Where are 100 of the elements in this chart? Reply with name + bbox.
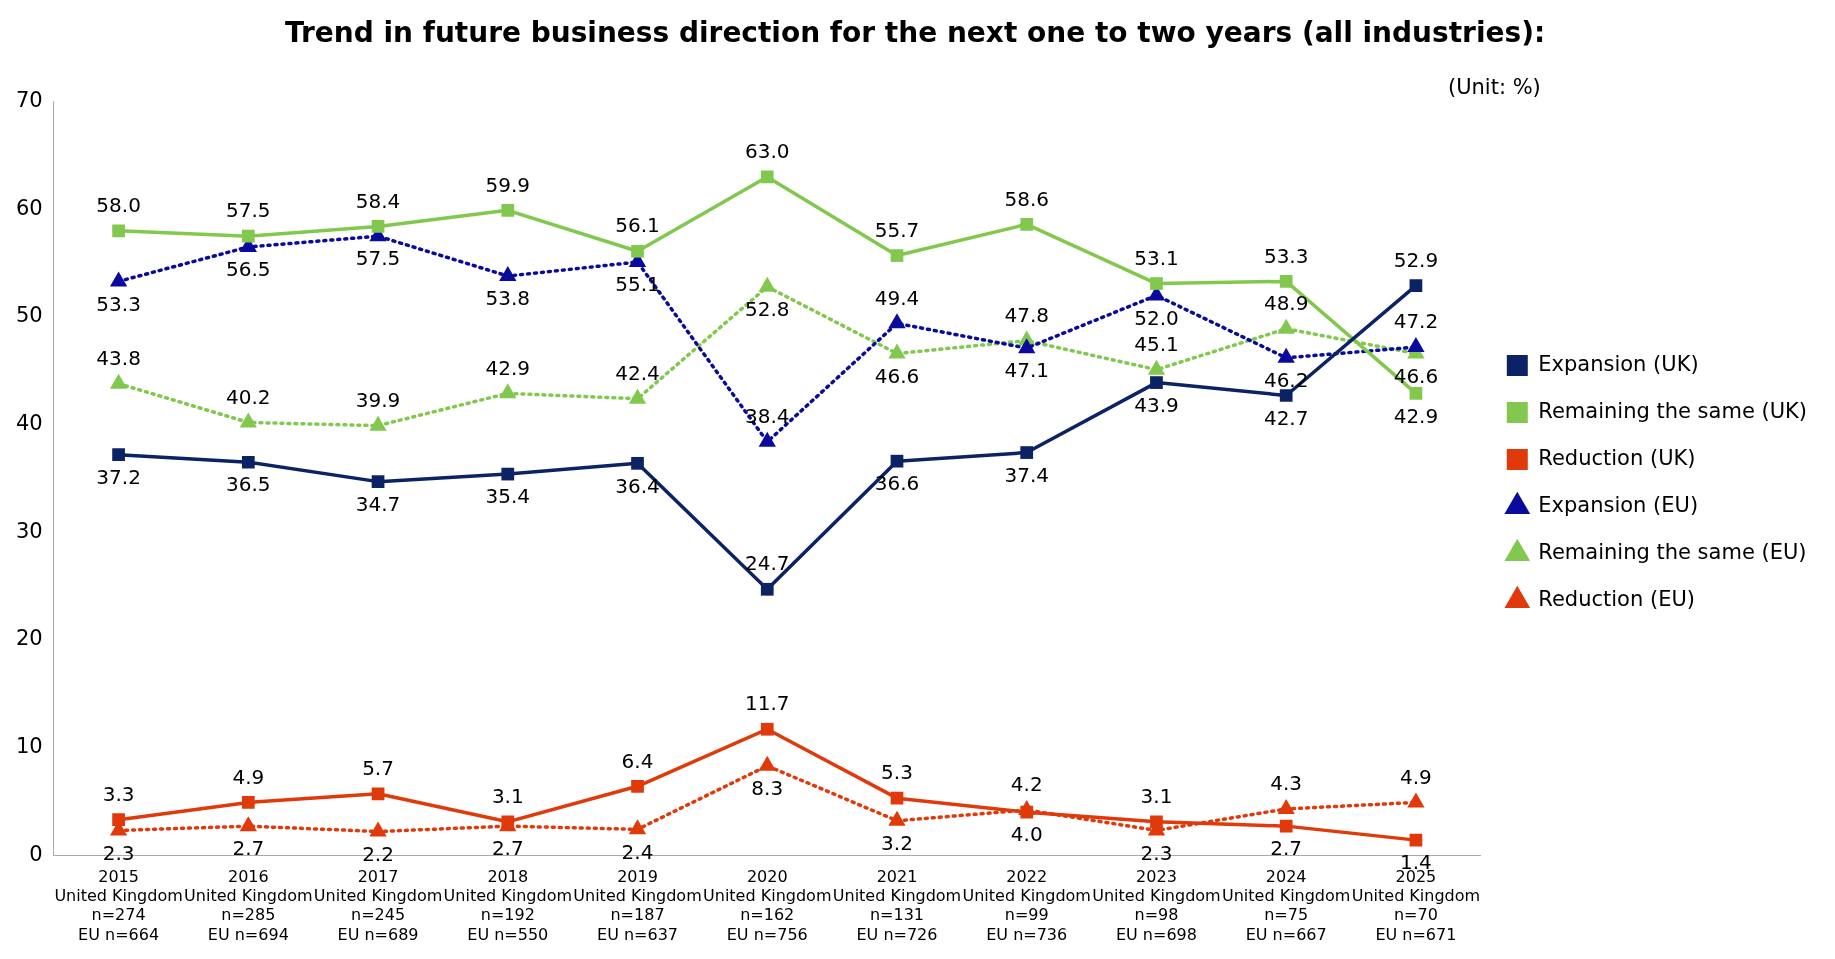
data-label: 2.7 [232, 836, 265, 861]
data-label: 53.8 [485, 286, 531, 311]
y-tick-label: 0 [29, 841, 43, 866]
point [499, 383, 517, 399]
point [631, 779, 644, 793]
data-label: 4.3 [1270, 771, 1303, 796]
point [890, 791, 904, 805]
x-tick-label: 2019 United Kingdom n=187 EU n=637 [573, 866, 702, 944]
data-label: 57.5 [226, 198, 271, 223]
point [1409, 386, 1423, 400]
point [1277, 318, 1295, 334]
legend-label: Expansion (EU) [1538, 492, 1699, 517]
point [631, 456, 644, 470]
x-tick-label: 2017 United Kingdom n=245 EU n=689 [313, 866, 443, 944]
point [239, 816, 257, 832]
point [888, 810, 906, 826]
point [239, 412, 257, 428]
data-label: 57.5 [355, 246, 401, 271]
data-label: 39.9 [355, 387, 401, 412]
data-label: 52.8 [744, 296, 790, 321]
data-label: 53.3 [1263, 243, 1309, 268]
data-label: 47.1 [1004, 358, 1049, 383]
data-label: 43.8 [96, 345, 141, 370]
data-label: 2.3 [102, 840, 135, 865]
point [241, 229, 255, 243]
data-label: 3.2 [881, 830, 913, 855]
y-tick-label: 60 [15, 195, 43, 220]
data-label: 52.0 [1134, 305, 1179, 330]
point [501, 467, 515, 481]
x-tick-label: 2023 United Kingdom n=98 EU n=698 [1092, 866, 1221, 944]
point [631, 244, 644, 258]
point [1277, 347, 1295, 363]
data-label: 58.0 [96, 192, 141, 217]
x-tick-label: 2018 United Kingdom n=192 EU n=550 [443, 866, 572, 944]
data-label: 42.9 [1393, 403, 1439, 428]
point [628, 819, 647, 835]
data-label: 40.2 [226, 384, 271, 409]
data-label: 56.5 [226, 257, 271, 282]
data-label: 37.4 [1004, 462, 1049, 487]
point [501, 203, 515, 217]
point [1277, 798, 1295, 814]
data-label: 58.4 [355, 188, 401, 213]
y-tick-label: 20 [15, 626, 43, 651]
data-label: 2.7 [1270, 836, 1303, 861]
data-label: 42.4 [615, 360, 660, 385]
data-label: 46.6 [1393, 363, 1439, 388]
text: (Unit: %) [1447, 74, 1541, 99]
data-label: 2.2 [362, 841, 394, 866]
data-label: 42.7 [1263, 405, 1309, 430]
point [1279, 275, 1293, 288]
data-label: 5.3 [881, 760, 913, 785]
point [371, 220, 385, 233]
x-tick-label: 2021 United Kingdom n=131 EU n=726 [832, 866, 962, 944]
point [1018, 338, 1036, 354]
data-label: 48.9 [1263, 290, 1309, 315]
point [1020, 805, 1034, 819]
point [1147, 359, 1166, 375]
data-label: 37.2 [96, 464, 141, 489]
data-label: 4.9 [232, 764, 265, 789]
legend-label: Remaining the same (EU) [1538, 539, 1807, 564]
point [499, 266, 517, 282]
y-tick-label: 10 [15, 734, 43, 758]
data-label: 53.3 [96, 291, 141, 316]
point [371, 787, 385, 801]
point [890, 249, 904, 262]
point [112, 813, 125, 827]
chart-title: Trend in future business direction for the next one to two years (all industries): [284, 16, 1546, 50]
data-label: 53.1 [1134, 245, 1179, 270]
point [241, 796, 255, 809]
x-tick-label: 2022 United Kingdom n=99 EU n=736 [962, 866, 1091, 944]
point [1020, 446, 1034, 459]
point [1150, 376, 1163, 389]
x-tick-label: 2015 United Kingdom n=274 EU n=664 [54, 866, 183, 944]
data-label: 24.7 [744, 551, 790, 576]
data-label: 58.6 [1004, 186, 1049, 211]
data-label: 52.9 [1393, 247, 1439, 272]
data-label: 47.8 [1004, 302, 1049, 327]
point [371, 475, 385, 488]
point [628, 388, 647, 404]
data-label: 2.4 [621, 839, 654, 864]
point [758, 431, 776, 447]
data-label: 47.2 [1393, 309, 1439, 334]
data-label: 6.4 [621, 748, 654, 773]
point [760, 722, 774, 736]
point [1407, 337, 1425, 353]
point [758, 276, 776, 292]
point [760, 582, 774, 596]
data-label: 4.9 [1400, 764, 1432, 789]
data-label: 34.7 [355, 491, 401, 516]
x-tick-label: 2016 United Kingdom n=285 EU n=694 [184, 866, 313, 944]
data-label: 46.6 [874, 363, 920, 388]
data-label: 45.1 [1134, 331, 1179, 356]
data-label: 3.1 [1140, 784, 1173, 809]
data-label: 36.4 [615, 473, 660, 498]
data-label: 4.0 [1010, 822, 1043, 847]
data-label: 4.2 [1010, 772, 1043, 797]
point [890, 454, 904, 468]
data-label: 56.1 [615, 213, 660, 238]
point [369, 821, 387, 837]
point [1279, 819, 1293, 833]
